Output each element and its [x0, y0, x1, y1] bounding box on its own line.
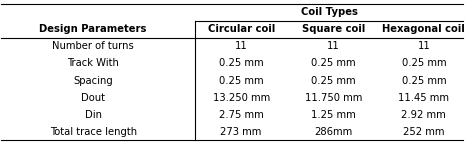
Text: 13.250 mm: 13.250 mm — [212, 93, 270, 103]
Text: Dout: Dout — [81, 93, 105, 103]
Text: Design Parameters: Design Parameters — [39, 24, 147, 34]
Text: Circular coil: Circular coil — [208, 24, 275, 34]
Text: 273 mm: 273 mm — [220, 127, 262, 137]
Text: 2.92 mm: 2.92 mm — [401, 110, 446, 120]
Text: Total trace length: Total trace length — [50, 127, 137, 137]
Text: Coil Types: Coil Types — [301, 7, 357, 17]
Text: 1.25 mm: 1.25 mm — [311, 110, 356, 120]
Text: Number of turns: Number of turns — [52, 41, 134, 51]
Text: 2.75 mm: 2.75 mm — [219, 110, 264, 120]
Text: Track With: Track With — [67, 58, 119, 68]
Text: 286mm: 286mm — [315, 127, 353, 137]
Text: 0.25 mm: 0.25 mm — [401, 76, 446, 86]
Text: 0.25 mm: 0.25 mm — [219, 76, 264, 86]
Text: 0.25 mm: 0.25 mm — [219, 58, 264, 68]
Text: 11: 11 — [235, 41, 247, 51]
Text: 11.750 mm: 11.750 mm — [305, 93, 362, 103]
Text: 11.45 mm: 11.45 mm — [398, 93, 449, 103]
Text: 11: 11 — [418, 41, 430, 51]
Text: 0.25 mm: 0.25 mm — [401, 58, 446, 68]
Text: 0.25 mm: 0.25 mm — [311, 76, 356, 86]
Text: Din: Din — [85, 110, 102, 120]
Text: 252 mm: 252 mm — [403, 127, 445, 137]
Text: Spacing: Spacing — [73, 76, 113, 86]
Text: Hexagonal coil: Hexagonal coil — [383, 24, 465, 34]
Text: 11: 11 — [327, 41, 340, 51]
Text: Square coil: Square coil — [302, 24, 365, 34]
Text: 0.25 mm: 0.25 mm — [311, 58, 356, 68]
